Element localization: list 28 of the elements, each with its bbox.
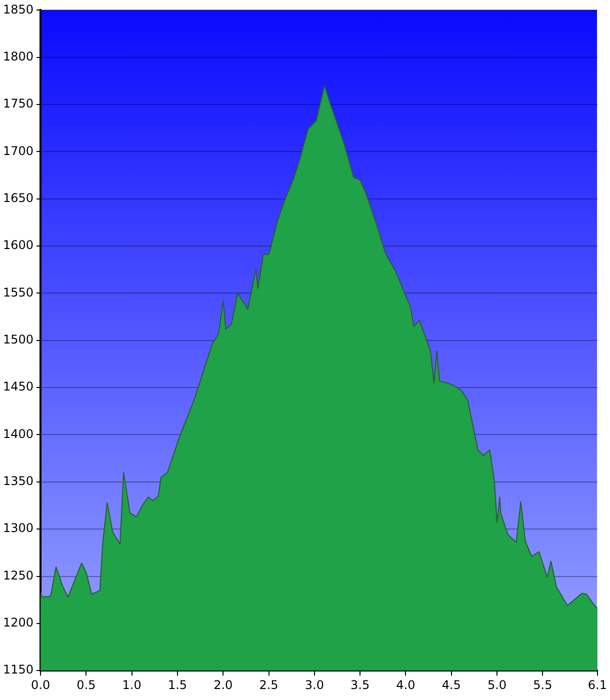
x-tick-label: 0.0 <box>30 678 50 692</box>
x-tick-label: 5.5 <box>533 678 552 692</box>
y-tick-label: 1750 <box>2 96 34 111</box>
x-tick-label: 5.0 <box>487 678 507 692</box>
y-tick-label: 1700 <box>2 144 34 158</box>
x-tick-label: 2.5 <box>259 678 278 692</box>
y-tick-label: 1650 <box>2 191 34 206</box>
x-tick-label: 1.5 <box>168 678 188 692</box>
y-tick-label: 1200 <box>2 616 34 630</box>
y-tick-label: 1600 <box>2 238 34 252</box>
x-tick-label: 0.5 <box>76 678 96 692</box>
x-tick-label: 3.0 <box>304 678 324 692</box>
y-tick-label: 1350 <box>2 474 34 488</box>
y-tick-label: 1550 <box>2 285 34 300</box>
y-tick-label: 1450 <box>2 380 34 394</box>
x-tick-label: 1.0 <box>122 678 142 692</box>
y-tick-label: 1500 <box>2 332 34 347</box>
x-tick-label: 6.1 <box>588 678 608 692</box>
y-tick-label: 1250 <box>2 568 34 582</box>
y-tick-label: 1850 <box>2 2 34 16</box>
y-tick-label: 1150 <box>2 662 34 677</box>
y-tick-label: 1800 <box>2 49 34 64</box>
x-tick-label: 4.0 <box>396 678 416 692</box>
y-tick-label: 1400 <box>2 426 34 441</box>
x-tick-label: 4.5 <box>442 678 461 692</box>
x-tick-label: 2.0 <box>214 678 233 692</box>
x-tick-label: 3.5 <box>350 678 370 692</box>
y-tick-label: 1300 <box>2 521 34 536</box>
